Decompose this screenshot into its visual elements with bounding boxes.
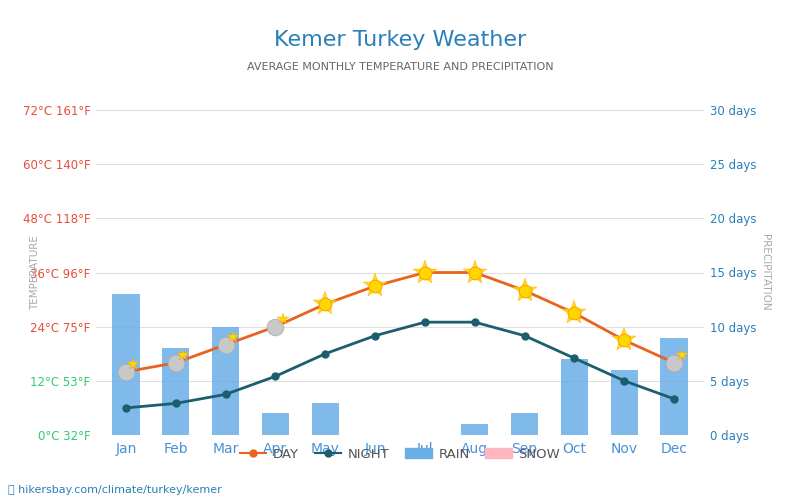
Bar xyxy=(461,424,489,435)
Text: PRECIPITATION: PRECIPITATION xyxy=(760,234,770,311)
Text: TEMPERATURE: TEMPERATURE xyxy=(30,235,40,310)
Bar xyxy=(610,370,638,435)
Bar xyxy=(212,326,239,435)
Bar xyxy=(311,402,339,435)
Text: AVERAGE MONTHLY TEMPERATURE AND PRECIPITATION: AVERAGE MONTHLY TEMPERATURE AND PRECIPIT… xyxy=(246,62,554,72)
Bar xyxy=(561,359,588,435)
Text: ⦾ hikersbay.com/climate/turkey/kemer: ⦾ hikersbay.com/climate/turkey/kemer xyxy=(8,485,222,495)
Bar xyxy=(162,348,190,435)
Text: Kemer Turkey Weather: Kemer Turkey Weather xyxy=(274,30,526,50)
Bar xyxy=(660,338,688,435)
Legend: DAY, NIGHT, RAIN, SNOW: DAY, NIGHT, RAIN, SNOW xyxy=(234,442,566,466)
Bar xyxy=(112,294,140,435)
Bar xyxy=(511,414,538,435)
Bar xyxy=(262,414,289,435)
